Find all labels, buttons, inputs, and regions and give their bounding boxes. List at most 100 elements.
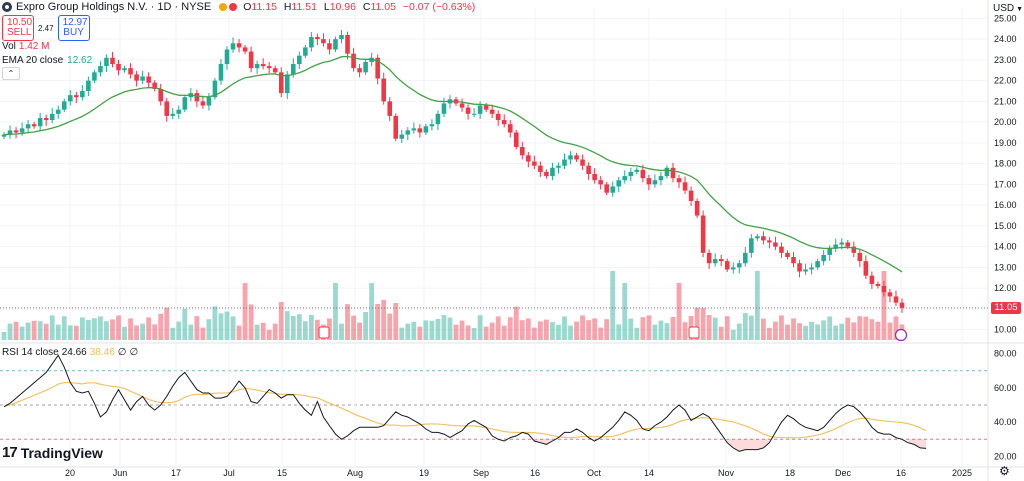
symbol-title[interactable]: Expro Group Holdings N.V. · 1D · NYSE [16,1,212,13]
volume-bar [435,319,441,340]
candle-body [887,292,893,297]
volume-bar [742,313,748,340]
volume-bar [700,308,706,340]
high-label: H [283,1,292,13]
time-tick-label: Aug [347,468,363,478]
volume-bar [507,317,513,340]
candle-body [297,55,302,65]
candle-body [586,165,591,174]
time-tick-label: 18 [785,468,795,478]
rsi-oversold-fill [727,439,770,452]
candle-body [658,176,664,181]
candle-body [68,95,73,102]
volume-bar [122,326,127,340]
volume-bar [61,316,67,340]
close-value: 11.05 [370,1,396,13]
candle-body [351,53,356,69]
candle-body [345,34,350,54]
time-tick-label: 16 [530,468,540,478]
volume-bar [134,325,140,340]
spread-value: 2.47 [38,23,54,33]
time-tick-label: 2025 [952,468,972,478]
volume-bar [13,321,19,340]
candle-body [773,242,778,247]
candle-body [628,171,634,177]
low-label: L [323,1,330,13]
candle-body [309,37,314,48]
candle-body [152,82,157,89]
volume-bar [604,319,610,340]
volume-bar [98,316,103,340]
rsi-value: 24.66 [61,347,87,358]
candle-body [61,101,67,110]
volume-bar [314,319,320,340]
volume-bar [176,321,182,340]
volume-bar [453,324,459,340]
candle-body [538,165,543,172]
volume-bar [254,324,260,340]
price-tick-label: 13.00 [994,262,1017,272]
volume-bar [164,307,170,340]
buy-button[interactable]: 12.97 BUY [57,15,90,41]
candle-body [122,68,127,71]
volume-bar [146,317,152,340]
volume-bar [815,324,821,340]
volume-bar [49,315,55,340]
volume-bar [67,325,73,340]
volume-bar [682,322,688,340]
rsi-legend[interactable]: RSI 14 close 24.66 38.46 ∅ ∅ [2,347,138,358]
candle-body [43,117,49,121]
volume-bar [477,315,483,340]
volume-bar [628,318,634,340]
volume-bar [218,313,224,340]
trade-buttons: 10.50 SELL 2.47 12.97 BUY [2,15,90,41]
earnings-flag-icon [219,3,228,11]
volume-bar [182,308,188,340]
volume-legend[interactable]: Vol 1.42 M [2,41,49,52]
volume-bar [544,319,549,340]
candle-body [827,248,832,255]
settings-gear-icon[interactable]: ⚙ [999,464,1010,478]
candle-body [429,124,435,127]
buy-label: BUY [63,27,84,38]
volume-bar [664,323,670,340]
time-tick-label: 19 [419,468,429,478]
volume-bar [290,316,296,340]
volume-bar [116,315,121,340]
volume-bar [851,322,857,340]
volume-bar [417,326,423,340]
volume-bar [194,316,200,340]
volume-bar [260,322,266,340]
volume-bar [785,324,790,340]
sell-label: SELL [7,27,32,38]
candle-body [520,147,525,156]
candle-body [845,242,851,247]
candle-body [230,43,236,50]
ema-legend[interactable]: EMA 20 close 12.62 [2,55,92,66]
candle-body [495,113,501,121]
volume-bar [242,283,248,340]
low-value: 10.96 [329,1,356,13]
currency-selector[interactable]: USD ▼ [993,3,1023,14]
candle-body [477,105,483,114]
candle-body [797,263,802,272]
candle-body [236,43,242,48]
collapse-legend-button[interactable]: ⌃ [2,67,20,80]
volume-bar [658,320,664,340]
candle-body [688,190,694,201]
price-tick-label: 23.00 [994,55,1017,65]
candle-body [785,252,790,257]
candle-body [158,88,163,102]
price-tick-label: 17.00 [994,179,1017,189]
candle-body [610,186,616,193]
sell-button[interactable]: 10.50 SELL [2,15,34,41]
tradingview-logo[interactable]: 17 TradingView [2,444,103,461]
candle-body [580,159,585,166]
ohlc-values: O11.15 H11.51 L10.96 C11.05 −0.07 (−0.63… [243,1,479,13]
candle-body [706,252,712,264]
close-label: C [362,1,371,13]
volume-bar [568,325,573,340]
volume-bar [399,327,405,340]
candle-body [779,246,784,253]
